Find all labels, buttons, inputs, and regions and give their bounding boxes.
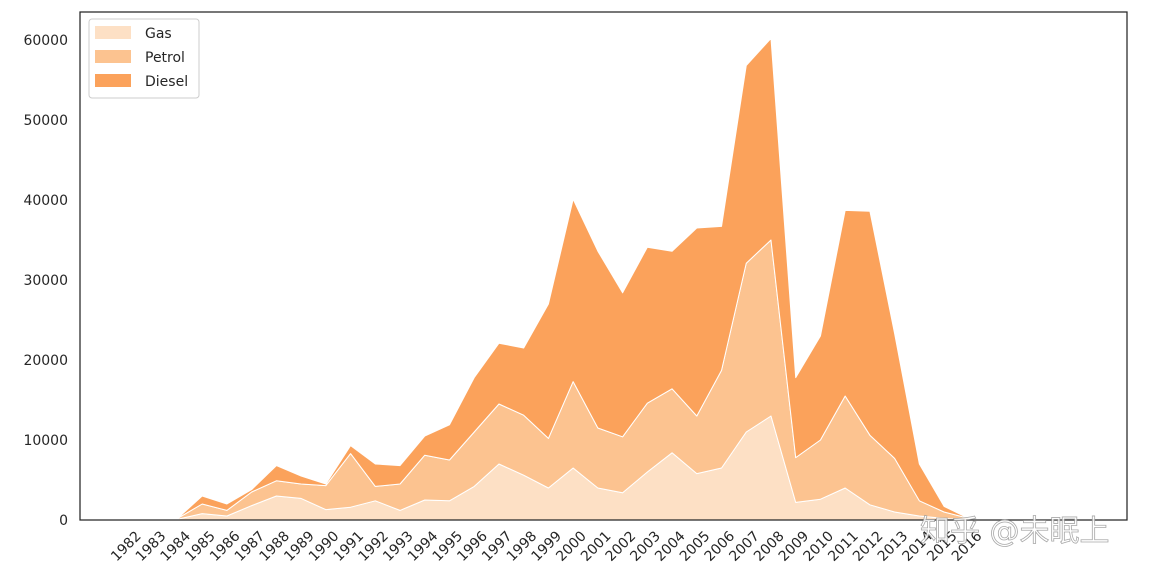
legend-swatch-gas (95, 26, 131, 39)
y-tick-label: 60000 (23, 33, 68, 49)
y-tick-label: 40000 (23, 193, 68, 209)
y-tick-label: 20000 (23, 353, 68, 369)
y-tick-label: 0 (59, 513, 68, 529)
y-axis-ticks: 0 10000 20000 30000 40000 50000 60000 (23, 33, 68, 529)
legend-label-gas: Gas (145, 26, 172, 42)
plot-frame (79, 11, 1128, 521)
y-tick-label: 30000 (23, 273, 68, 289)
watermark: 知乎 @未眠上 (920, 514, 1110, 549)
y-tick-label: 50000 (23, 113, 68, 129)
legend: Gas Petrol Diesel (88, 18, 200, 99)
legend-swatch-diesel (95, 74, 131, 87)
x-axis-ticks: 1982198319841985198619871988198919901991… (108, 528, 985, 565)
area-diesel (127, 37, 970, 521)
legend-swatch-petrol (95, 50, 131, 63)
legend-label-diesel: Diesel (145, 74, 188, 90)
legend-label-petrol: Petrol (145, 50, 185, 66)
y-tick-label: 10000 (23, 433, 68, 449)
